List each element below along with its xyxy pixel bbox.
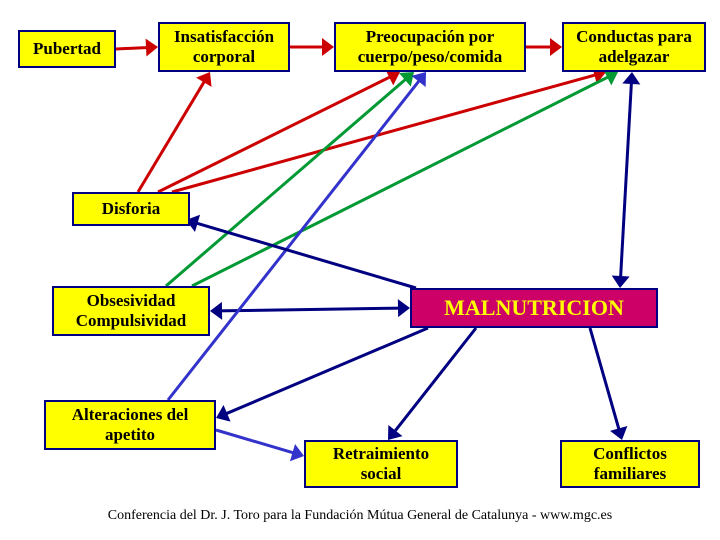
box-retraimiento: Retraimiento social [304, 440, 458, 488]
box-malnutricion: MALNUTRICION [410, 288, 658, 328]
box-disforia: Disforia [72, 192, 190, 226]
box-insatisfaccion: Insatisfacción corporal [158, 22, 290, 72]
footer-citation: Conferencia del Dr. J. Toro para la Fund… [0, 508, 720, 524]
box-conductas: Conductas para adelgazar [562, 22, 706, 72]
box-obsesividad: Obsesividad Compulsividad [52, 286, 210, 336]
box-conflictos: Conflictos familiares [560, 440, 700, 488]
box-pubertad: Pubertad [18, 30, 116, 68]
box-alteraciones: Alteraciones del apetito [44, 400, 216, 450]
box-preocupacion: Preocupación por cuerpo/peso/comida [334, 22, 526, 72]
